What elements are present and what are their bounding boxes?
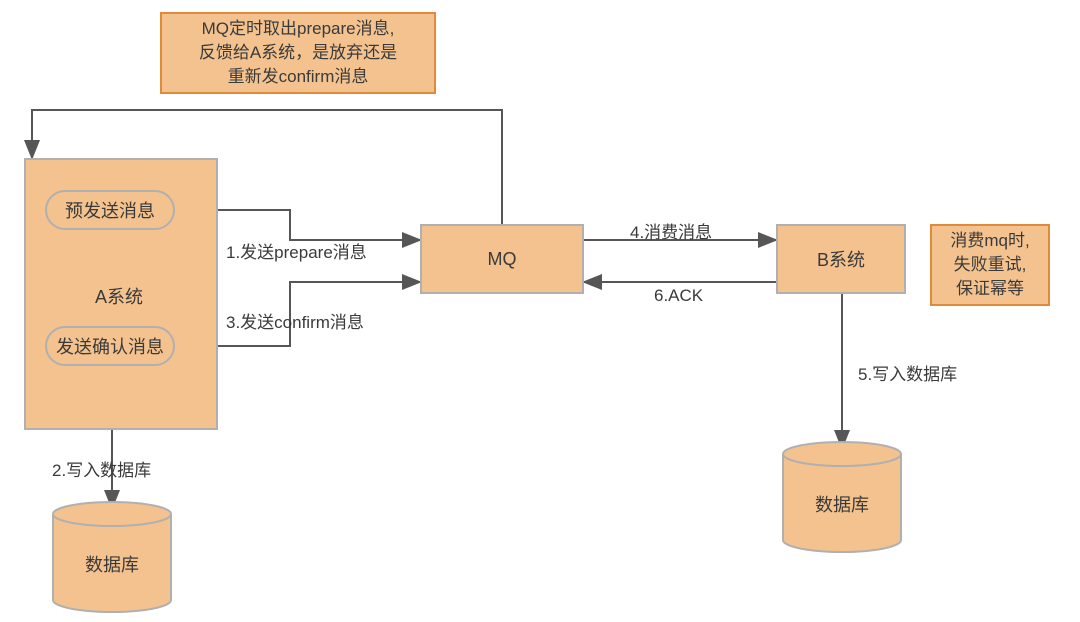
node-mq-text: MQ	[488, 249, 517, 270]
node-db-b-text: 数据库	[782, 491, 902, 517]
node-b-system-text: B系统	[817, 246, 865, 272]
node-mq: MQ	[420, 224, 584, 294]
node-send-confirm-msg-text: 发送确认消息	[56, 333, 164, 359]
node-pre-send-msg: 预发送消息	[45, 190, 175, 230]
node-a-system-label: A系统	[95, 283, 143, 309]
edge-label-1: 2.写入数据库	[52, 456, 151, 481]
callout-consume-retry: 消费mq时,失败重试,保证幂等	[930, 224, 1050, 306]
edge-label-2: 3.发送confirm消息	[226, 308, 364, 333]
callout-consume-retry-text: 消费mq时,失败重试,保证幂等	[950, 229, 1029, 300]
node-b-system: B系统	[776, 224, 906, 294]
node-db-a-text: 数据库	[52, 551, 172, 577]
node-send-confirm-msg: 发送确认消息	[45, 326, 175, 366]
edge-label-3: 4.消费消息	[630, 218, 712, 243]
edge-label-0: 1.发送prepare消息	[226, 238, 367, 263]
node-pre-send-msg-text: 预发送消息	[65, 197, 155, 223]
callout-mq-feedback-text: MQ定时取出prepare消息,反馈给A系统，是放弃还是重新发confirm消息	[199, 17, 397, 88]
edge-label-4: 6.ACK	[654, 286, 703, 306]
callout-mq-feedback: MQ定时取出prepare消息,反馈给A系统，是放弃还是重新发confirm消息	[160, 12, 436, 94]
edge-label-5: 5.写入数据库	[858, 360, 957, 385]
